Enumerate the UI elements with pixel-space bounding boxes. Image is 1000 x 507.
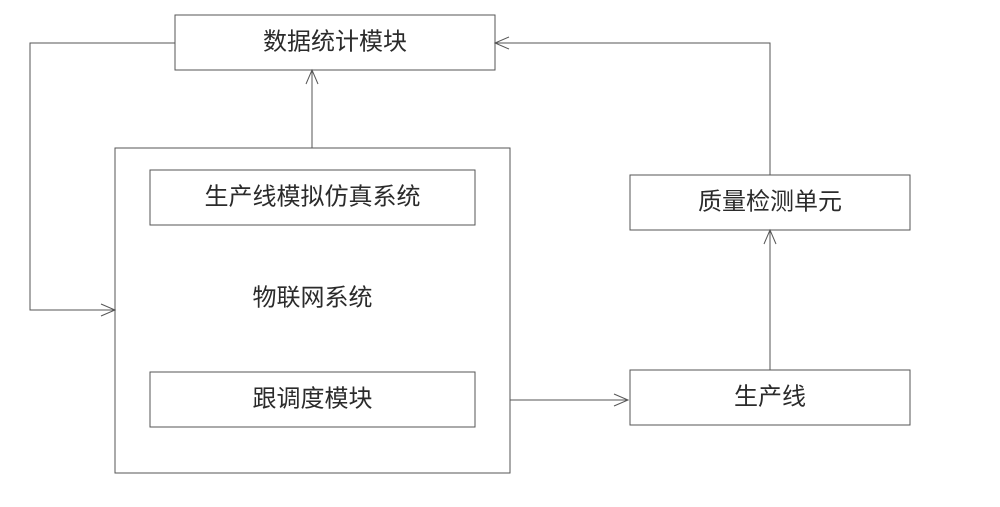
node-line-label: 生产线 [734, 384, 806, 411]
flowchart-canvas: 物联网系统 数据统计模块生产线模拟仿真系统跟调度模块 质量检测单元生产线 [0, 0, 1000, 507]
node-dispatch-label: 跟调度模块 [253, 386, 373, 413]
node-stats-label: 数据统计模块 [263, 29, 407, 56]
node-sim-label: 生产线模拟仿真系统 [205, 184, 421, 211]
node-iot-label: 物联网系统 [253, 285, 373, 312]
node-quality-label: 质量检测单元 [698, 189, 842, 216]
